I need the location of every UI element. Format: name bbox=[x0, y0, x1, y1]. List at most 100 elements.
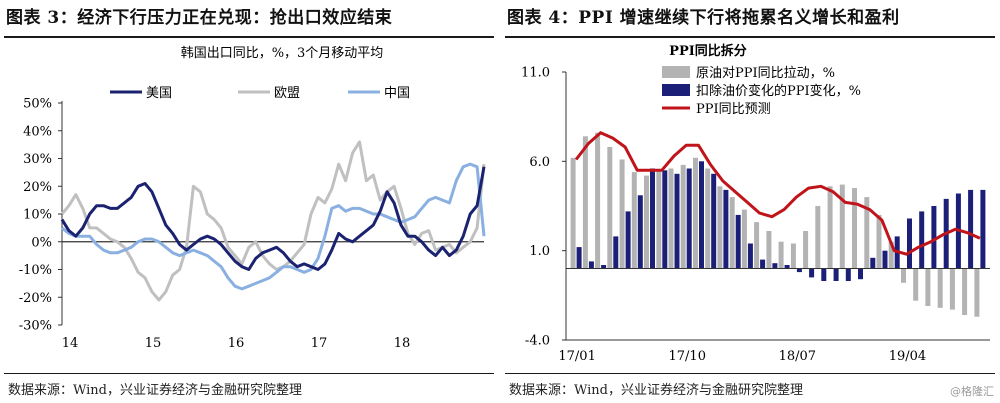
bar-ex-oil bbox=[882, 250, 888, 269]
left-top-rule bbox=[4, 36, 494, 38]
bar-ex-oil bbox=[968, 189, 974, 269]
bar-ex-oil bbox=[809, 268, 815, 278]
bar-oil bbox=[570, 157, 576, 269]
bar-ex-oil bbox=[931, 206, 937, 269]
y-tick-label: 1.0 bbox=[529, 244, 550, 259]
left-source-note: 数据来源：Wind，兴业证券经济与金融研究院整理 bbox=[8, 383, 302, 398]
y-tick-label: 11.0 bbox=[521, 66, 550, 81]
x-tick-label: 18 bbox=[394, 336, 411, 351]
bar-oil bbox=[582, 136, 588, 269]
bar-ex-oil bbox=[833, 268, 839, 281]
bar-oil bbox=[839, 184, 845, 269]
bar-ex-oil bbox=[588, 261, 594, 269]
bar-oil bbox=[790, 243, 796, 269]
right-chart-title: PPI同比拆分 bbox=[669, 43, 747, 59]
x-tick-label: 19/04 bbox=[889, 349, 926, 364]
bar-ex-oil bbox=[821, 268, 827, 281]
bar-ex-oil bbox=[784, 265, 790, 269]
x-tick-label: 18/07 bbox=[779, 349, 816, 364]
bar-ex-oil bbox=[919, 211, 925, 269]
bar-oil bbox=[693, 157, 698, 269]
bar-oil bbox=[766, 231, 772, 269]
bar-ex-oil bbox=[650, 168, 655, 269]
left-chart-title: 韩国出口同比，%，3个月移动平均 bbox=[181, 46, 384, 61]
bar-ex-oil bbox=[576, 247, 582, 269]
y-tick-label: 50% bbox=[23, 97, 52, 112]
series-line bbox=[60, 140, 486, 302]
y-tick-label: 20% bbox=[23, 180, 52, 195]
bar-ex-oil bbox=[613, 236, 619, 269]
bar-ex-oil bbox=[662, 170, 668, 269]
bar-ex-oil bbox=[772, 263, 778, 269]
bar-oil bbox=[827, 186, 833, 269]
y-tick-label: -30% bbox=[19, 319, 52, 334]
y-tick-label: 10% bbox=[23, 208, 52, 223]
x-tick-label: 17/10 bbox=[669, 349, 706, 364]
y-tick-label: -4.0 bbox=[525, 334, 550, 349]
bar-ex-oil bbox=[686, 168, 692, 269]
legend-label: 扣除油价变化的PPI变化，% bbox=[696, 83, 861, 99]
bar-oil bbox=[717, 186, 723, 269]
y-tick-label: -10% bbox=[19, 263, 52, 278]
left-chart: 韩国出口同比，%，3个月移动平均 50% 40% 30% 20% 10% 0% -10% -20… bbox=[19, 46, 486, 351]
bar-ex-oil bbox=[907, 218, 912, 269]
bar-ex-oil bbox=[723, 189, 729, 269]
bar-oil bbox=[754, 222, 760, 269]
watermark: @格隆汇 bbox=[950, 385, 994, 398]
left-panel-title: 图表 3：经济下行压力正在兑现：抢出口效应结束 bbox=[6, 8, 393, 28]
bar-ex-oil bbox=[870, 257, 876, 269]
bar-ex-oil bbox=[601, 265, 607, 269]
bar-oil bbox=[937, 268, 943, 308]
bar-oil bbox=[962, 268, 968, 315]
right-bottom-rule bbox=[505, 373, 995, 374]
y-tick-label: -20% bbox=[19, 291, 52, 306]
bar-oil bbox=[949, 268, 955, 310]
right-panel-title: 图表 4：PPI 增速继续下行将拖累名义增长和盈利 bbox=[507, 8, 900, 28]
bar-ex-oil bbox=[699, 161, 704, 269]
series-line bbox=[61, 162, 486, 291]
legend-label: PPI同比预测 bbox=[696, 102, 771, 117]
bar-oil bbox=[852, 188, 857, 269]
bar-ex-oil bbox=[625, 211, 631, 269]
x-tick-label: 15 bbox=[145, 336, 162, 351]
bar-oil bbox=[974, 268, 980, 317]
bar-oil bbox=[815, 206, 821, 269]
bar-ex-oil bbox=[796, 268, 802, 273]
ppi-forecast-line bbox=[574, 131, 981, 256]
legend-label: 欧盟 bbox=[274, 86, 300, 101]
right-chart: PPI同比拆分 11.0 6.0 1.0 -4.0 17/01 17/10 18/07 19/0… bbox=[521, 43, 990, 364]
y-tick-label: 40% bbox=[23, 124, 52, 139]
x-tick-label: 14 bbox=[62, 336, 79, 351]
bar-oil bbox=[803, 231, 809, 269]
bar-oil bbox=[913, 268, 919, 301]
bar-oil bbox=[729, 197, 735, 269]
bar-oil bbox=[705, 168, 711, 269]
bar-ex-oil bbox=[735, 214, 741, 269]
right-top-rule bbox=[505, 36, 995, 38]
legend-swatch bbox=[662, 66, 690, 78]
bar-oil bbox=[644, 175, 649, 269]
y-tick-label: 6.0 bbox=[529, 155, 550, 170]
legend-label: 原油对PPI同比拉动，% bbox=[696, 66, 835, 81]
y-tick-label: 30% bbox=[23, 152, 52, 167]
bar-ex-oil bbox=[637, 195, 643, 269]
bar-ex-oil bbox=[747, 243, 753, 269]
bar-oil bbox=[656, 170, 662, 269]
x-tick-label: 16 bbox=[228, 336, 245, 351]
bar-oil bbox=[876, 214, 882, 269]
bar-ex-oil bbox=[980, 189, 986, 269]
y-tick-label: 0% bbox=[31, 235, 52, 250]
bar-oil bbox=[901, 268, 906, 283]
legend-label: 中国 bbox=[384, 86, 410, 101]
bar-oil bbox=[680, 164, 686, 269]
bar-ex-oil bbox=[711, 173, 717, 269]
bar-ex-oil bbox=[674, 173, 680, 269]
left-bottom-rule bbox=[4, 373, 494, 374]
series-line bbox=[60, 166, 486, 271]
bar-oil bbox=[888, 241, 894, 269]
bar-oil bbox=[607, 147, 613, 269]
legend-label: 美国 bbox=[146, 86, 172, 101]
bar-oil bbox=[741, 209, 747, 269]
bar-oil bbox=[631, 172, 637, 269]
bar-ex-oil bbox=[858, 268, 863, 280]
